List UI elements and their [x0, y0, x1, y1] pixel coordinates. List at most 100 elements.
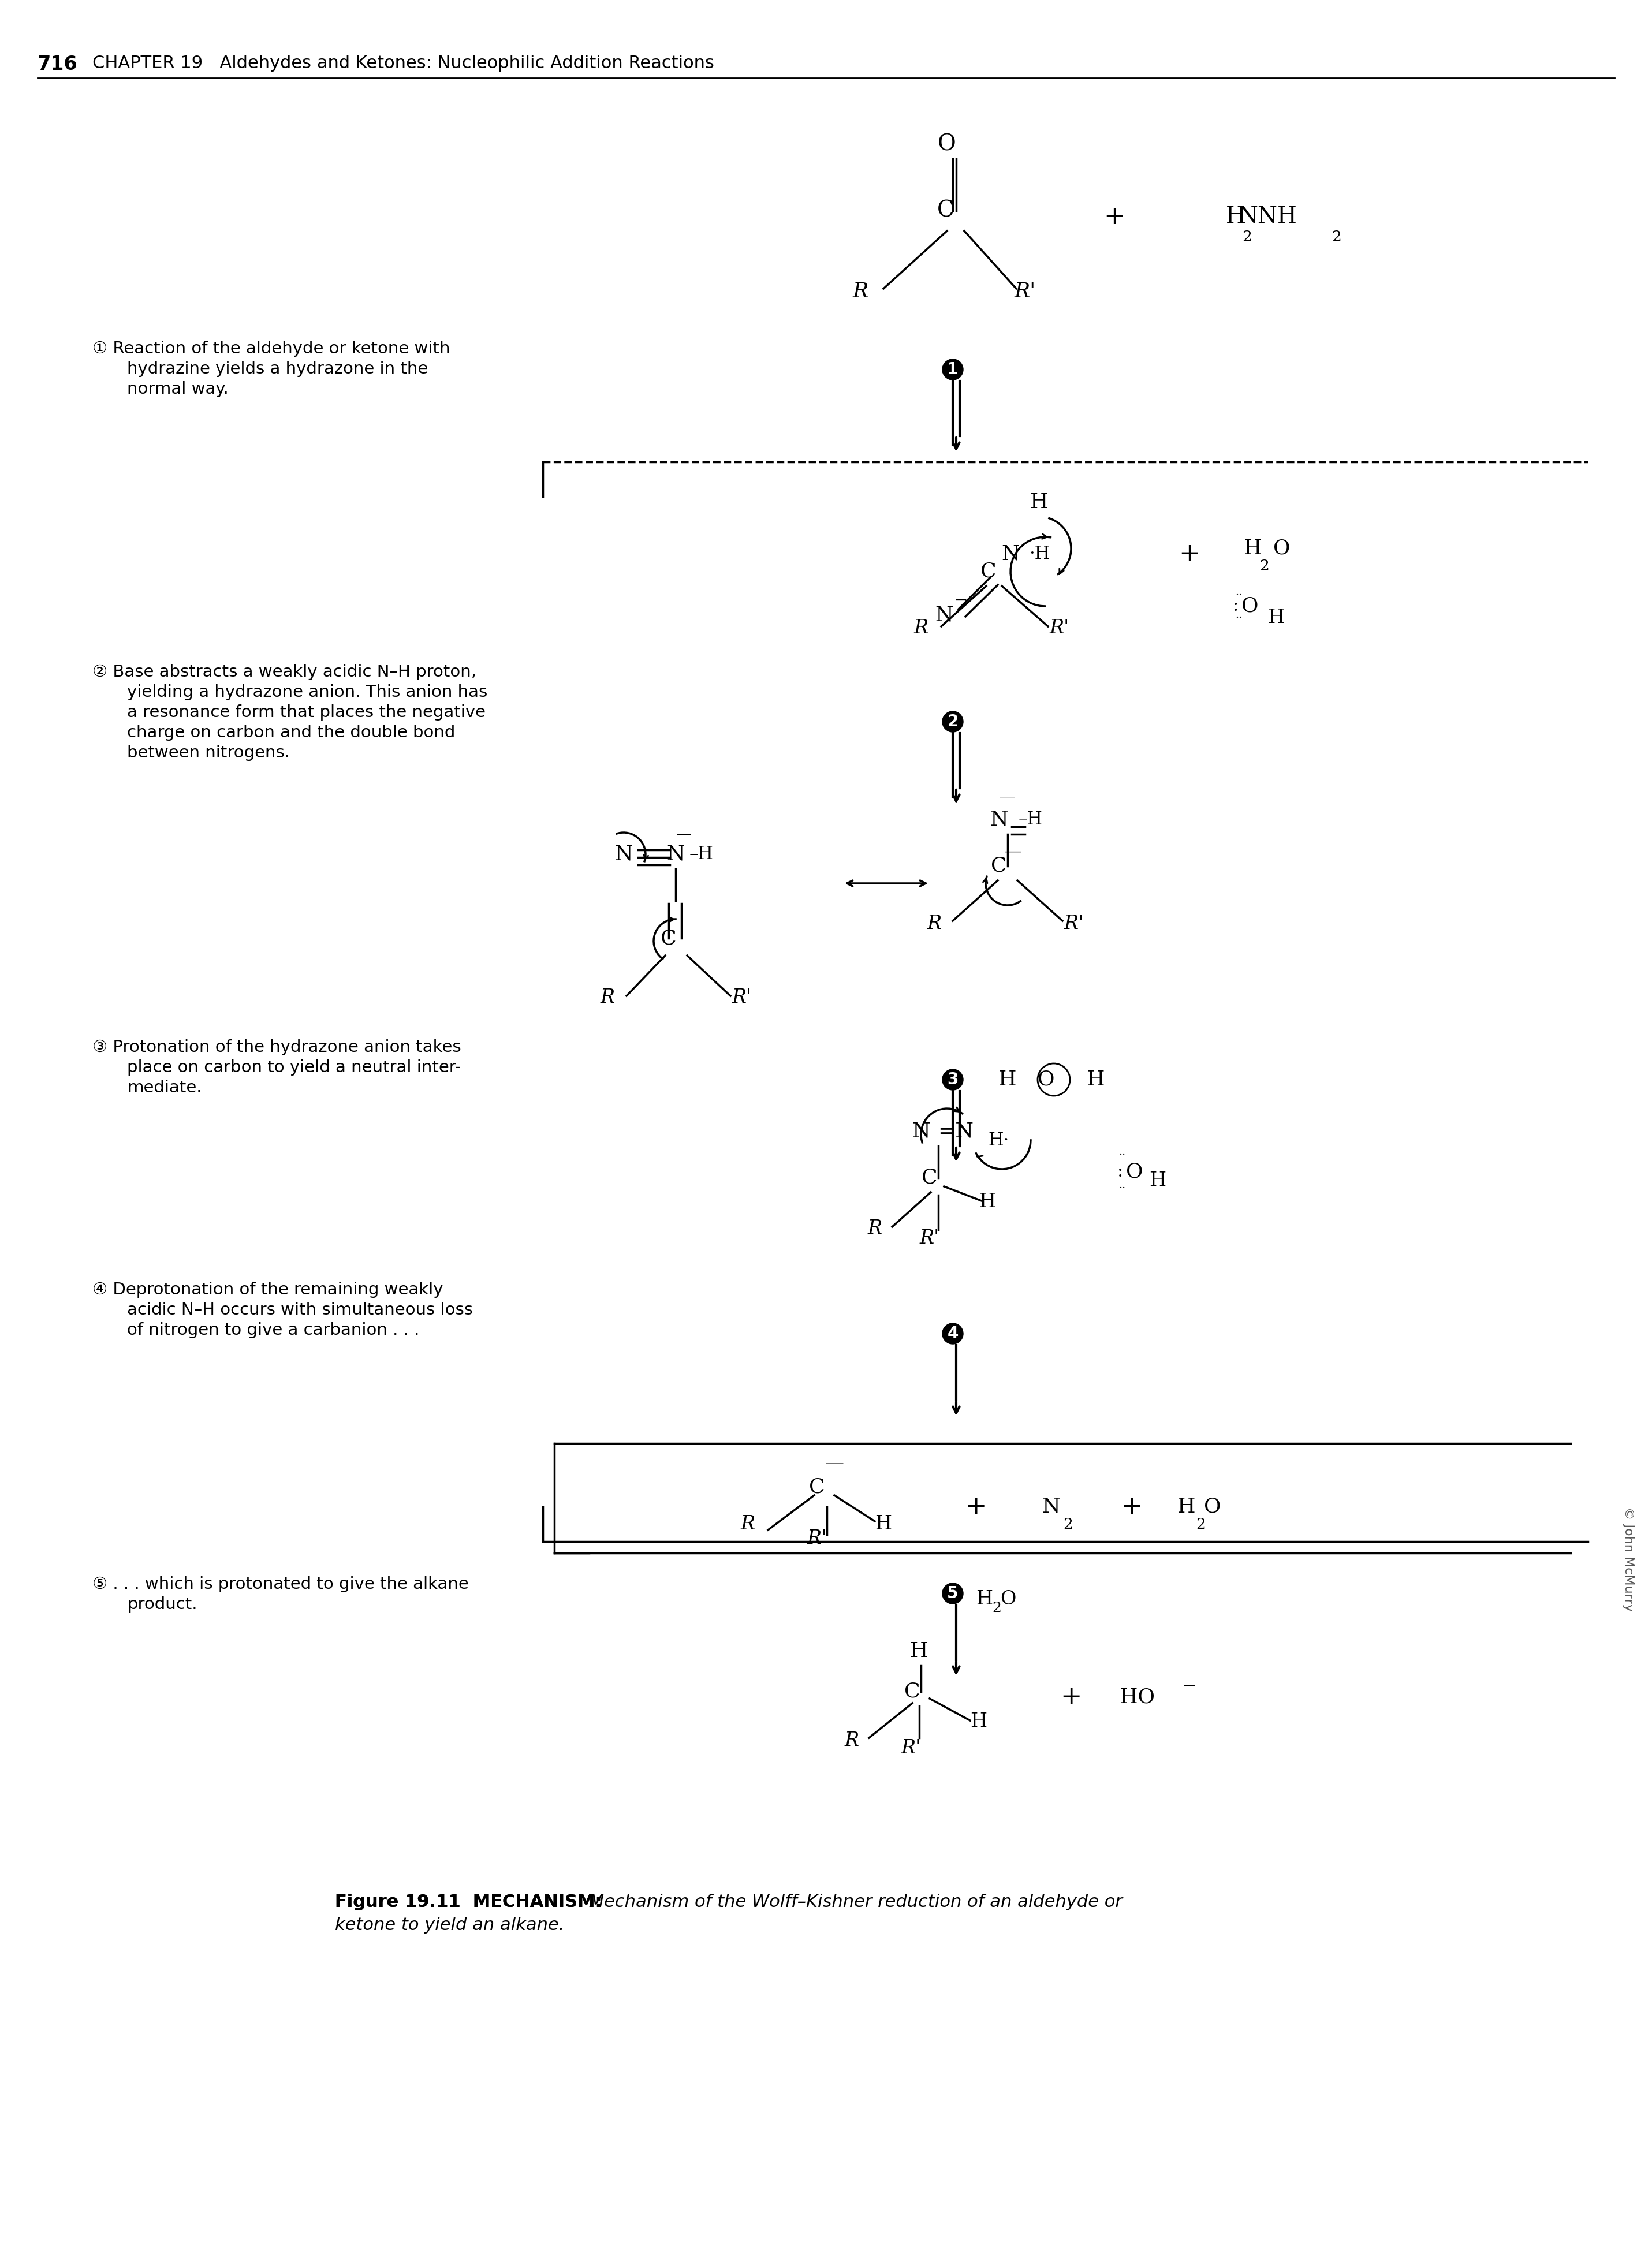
Text: −: − — [955, 592, 968, 607]
Text: ② Base abstracts a weakly acidic N–H proton,: ② Base abstracts a weakly acidic N–H pro… — [93, 664, 476, 680]
Text: H: H — [998, 1070, 1016, 1088]
Text: © John McMurry: © John McMurry — [1622, 1506, 1634, 1610]
Text: Figure 19.11  MECHANISM:: Figure 19.11 MECHANISM: — [335, 1894, 601, 1910]
Text: +: + — [1061, 1684, 1082, 1709]
Text: H: H — [976, 1590, 993, 1608]
Text: O: O — [1204, 1497, 1221, 1517]
Text: +: + — [1178, 542, 1201, 567]
Text: R': R' — [1064, 914, 1084, 933]
Circle shape — [942, 359, 963, 379]
Text: 2: 2 — [1242, 230, 1252, 244]
Text: ·H: ·H — [1029, 544, 1049, 562]
Text: +: + — [1104, 203, 1125, 228]
Text: H: H — [1178, 1497, 1196, 1517]
Text: H: H — [876, 1515, 892, 1533]
Text: HO: HO — [1120, 1687, 1155, 1707]
Text: N: N — [1001, 544, 1019, 564]
Text: –H: –H — [689, 844, 714, 863]
Text: ① Reaction of the aldehyde or ketone with: ① Reaction of the aldehyde or ketone wit… — [93, 341, 449, 357]
Text: 1: 1 — [947, 361, 958, 377]
Text: 2: 2 — [1332, 230, 1341, 244]
Text: 2: 2 — [1064, 1517, 1074, 1531]
Text: charge on carbon and the double bond: charge on carbon and the double bond — [127, 725, 456, 741]
Text: Figure 19.11  MECHANISM:: Figure 19.11 MECHANISM: — [335, 1894, 601, 1910]
Text: +: + — [1122, 1495, 1143, 1520]
Text: ··: ·· — [1118, 1149, 1125, 1161]
Text: =N: =N — [938, 1122, 973, 1140]
Text: C: C — [661, 928, 677, 948]
Text: CHAPTER 19   Aldehydes and Ketones: Nucleophilic Addition Reactions: CHAPTER 19 Aldehydes and Ketones: Nucleo… — [93, 54, 714, 72]
Text: R: R — [914, 619, 928, 637]
Text: H: H — [970, 1712, 988, 1732]
Text: ―: ― — [677, 829, 692, 840]
Text: ―: ― — [826, 1454, 843, 1472]
Text: 2: 2 — [947, 714, 958, 729]
Text: H: H — [1031, 492, 1049, 513]
Text: N: N — [935, 605, 953, 625]
Text: O: O — [999, 1590, 1016, 1608]
Text: Mechanism of the Wolff–Kishner reduction of an aldehyde or: Mechanism of the Wolff–Kishner reduction… — [583, 1894, 1122, 1910]
Text: R: R — [852, 282, 869, 300]
Text: H: H — [1150, 1172, 1166, 1190]
Text: R': R' — [732, 989, 752, 1007]
Text: NNH: NNH — [1237, 205, 1297, 228]
Text: ③ Protonation of the hydrazone anion takes: ③ Protonation of the hydrazone anion tak… — [93, 1039, 461, 1054]
Text: ··: ·· — [1118, 1183, 1125, 1194]
Text: 2: 2 — [1260, 558, 1269, 574]
Text: ⑤ . . . which is protonated to give the alkane: ⑤ . . . which is protonated to give the … — [93, 1576, 469, 1592]
Text: C: C — [991, 856, 1008, 876]
Text: R': R' — [1049, 619, 1069, 637]
Text: +: + — [965, 1495, 986, 1520]
Text: ··: ·· — [1236, 612, 1242, 623]
Text: 4: 4 — [947, 1325, 958, 1341]
Text: R: R — [600, 989, 615, 1007]
Text: between nitrogens.: between nitrogens. — [127, 745, 289, 761]
Text: hydrazine yields a hydrazone in the: hydrazine yields a hydrazone in the — [127, 361, 428, 377]
Text: normal way.: normal way. — [127, 382, 228, 397]
Text: O: O — [938, 133, 957, 156]
Text: N: N — [666, 844, 684, 865]
Text: product.: product. — [127, 1596, 197, 1612]
Text: 3: 3 — [947, 1073, 958, 1088]
Text: O: O — [1242, 596, 1259, 616]
Text: H: H — [910, 1642, 928, 1662]
Text: acidic N–H occurs with simultaneous loss: acidic N–H occurs with simultaneous loss — [127, 1303, 472, 1319]
Text: –H: –H — [1019, 811, 1042, 829]
Circle shape — [942, 1070, 963, 1091]
Text: a resonance form that places the negative: a resonance form that places the negativ… — [127, 704, 486, 720]
Text: ketone to yield an alkane.: ketone to yield an alkane. — [335, 1917, 565, 1933]
Text: yielding a hydrazone anion. This anion has: yielding a hydrazone anion. This anion h… — [127, 684, 487, 700]
Text: O: O — [1274, 540, 1290, 558]
Text: R': R' — [902, 1739, 922, 1757]
Text: O: O — [1037, 1070, 1056, 1088]
Text: −: − — [1183, 1678, 1196, 1696]
Text: C: C — [981, 562, 996, 580]
Circle shape — [942, 1323, 963, 1344]
Circle shape — [942, 711, 963, 732]
Text: H: H — [1087, 1070, 1105, 1088]
Text: R': R' — [808, 1529, 828, 1549]
Text: mediate.: mediate. — [127, 1079, 202, 1095]
Text: O: O — [1127, 1163, 1143, 1181]
Text: R: R — [927, 914, 942, 933]
Text: C: C — [937, 201, 955, 221]
Text: ―: ― — [1001, 790, 1014, 804]
Text: 2: 2 — [1196, 1517, 1206, 1531]
Text: H: H — [1244, 540, 1262, 558]
Text: 716: 716 — [38, 54, 78, 75]
Text: R: R — [867, 1219, 882, 1237]
Text: C: C — [922, 1167, 938, 1188]
Text: ―: ― — [1006, 844, 1021, 860]
Text: H·: H· — [988, 1131, 1009, 1149]
Text: N: N — [1042, 1497, 1061, 1517]
Text: R: R — [844, 1732, 859, 1750]
Text: H: H — [980, 1192, 996, 1210]
Text: :: : — [1117, 1163, 1123, 1181]
Text: ④ Deprotonation of the remaining weakly: ④ Deprotonation of the remaining weakly — [93, 1283, 443, 1298]
Text: R': R' — [920, 1228, 940, 1249]
Text: 5: 5 — [947, 1585, 958, 1601]
Text: N: N — [615, 844, 633, 865]
Text: N: N — [990, 811, 1008, 829]
Text: R': R' — [1014, 282, 1036, 300]
Text: H: H — [1226, 205, 1246, 228]
